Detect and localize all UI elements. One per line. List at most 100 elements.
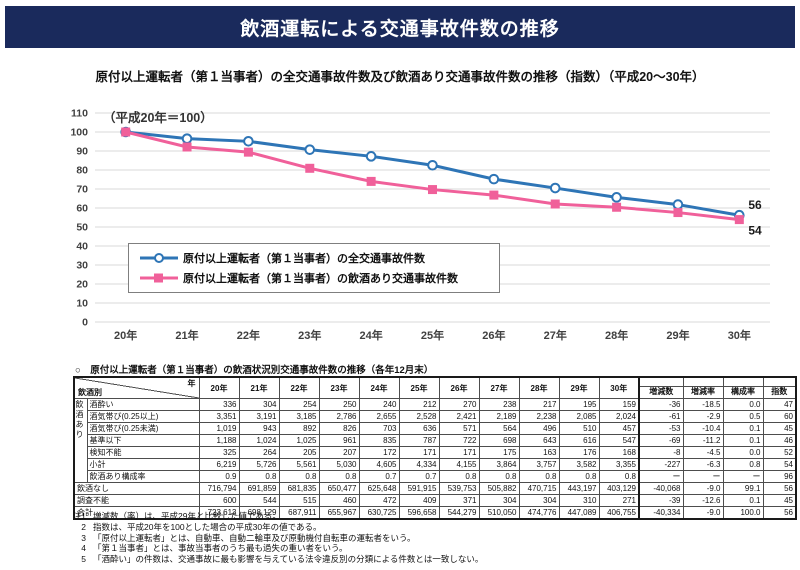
table-cell: -11.2 <box>682 434 724 447</box>
table-cell: 716,794 <box>198 482 240 495</box>
table-cell: 403,129 <box>598 482 640 495</box>
table-cell: 0.8 <box>478 470 520 483</box>
table-cell: 47 <box>762 398 797 411</box>
table-row-label: 飲酒あり構成率 <box>86 470 200 483</box>
table-cell: 1,025 <box>278 434 320 447</box>
table-cell: 722 <box>438 434 480 447</box>
table-cell: 0.7 <box>398 470 440 483</box>
data-point <box>366 176 376 186</box>
table-row-label: 酒気帯び(0.25以上) <box>86 410 200 423</box>
table-row-label: 合計 <box>73 506 200 520</box>
table-cell: 630,725 <box>358 506 400 520</box>
data-point <box>243 136 254 147</box>
table-cell: 0.9 <box>198 470 240 483</box>
table-cell: 171 <box>398 446 440 459</box>
table-cell: 4,155 <box>438 458 480 471</box>
note-item: 4 「第１当事者」とは、事故当事者のうち最も過失の重い者をいう。 <box>60 543 483 554</box>
table-cell: 3,355 <box>598 458 640 471</box>
footnotes: 注1 増減数（率）は、平成29年と比較した値である。 2 指数は、平成20年を100と… <box>60 511 484 565</box>
table-cell: 3,864 <box>478 458 520 471</box>
table-cell: 0.0 <box>722 446 764 459</box>
table-cell: 0.8 <box>558 470 600 483</box>
table-header-stat-label: 構成率 <box>724 386 762 398</box>
table-row-label: 検知不能 <box>86 446 200 459</box>
data-point <box>121 127 131 137</box>
table-cell: 45 <box>762 494 797 507</box>
table-cell: -2.9 <box>682 410 724 423</box>
table-cell: 168 <box>598 446 640 459</box>
table-cell: -9.0 <box>682 482 724 495</box>
table-title: ○ 原付以上運転者（第１当事者）の飲酒状況別交通事故件数の推移（各年12月末） <box>75 365 434 376</box>
data-point <box>428 185 437 195</box>
table-header-year: 27年 <box>478 376 520 399</box>
table-cell: 1,024 <box>238 434 280 447</box>
table-cell: 591,915 <box>398 482 440 495</box>
line-chart: 0 10 20 30 40 50 60 70 80 90 100 110 20年 21年 22年 23年 24年… <box>70 108 770 342</box>
y-tick-label: 70 <box>76 184 88 196</box>
table-cell: 0.8 <box>318 470 360 483</box>
table-cell: 0.8 <box>518 470 560 483</box>
table-cell: 2,189 <box>478 410 520 423</box>
table-cell: 564 <box>478 422 520 435</box>
x-tick-label: 20年 <box>114 328 137 342</box>
table-cell: 254 <box>278 398 320 411</box>
chart-legend: 原付以上運転者（第１当事者）の全交通事故件数 原付以上運転者（第１当事者）の飲酒… <box>128 243 500 293</box>
y-tick-label: 60 <box>76 203 88 215</box>
table-cell: 2,085 <box>558 410 600 423</box>
page-title: 飲酒運転による交通事故件数の推移 <box>240 18 560 40</box>
y-tick-label: 110 <box>71 108 88 120</box>
table-cell: 100.0 <box>722 506 764 520</box>
data-point <box>550 199 560 209</box>
table-row-label: 飲酒なし <box>73 482 200 495</box>
table-cell: 3,582 <box>558 458 600 471</box>
table-cell: 544 <box>238 494 280 507</box>
table-cell: 195 <box>558 398 600 411</box>
table-cell: 371 <box>438 494 480 507</box>
table-cell: 3,191 <box>238 410 280 423</box>
table-cell: 2,786 <box>318 410 360 423</box>
table-cell: 691,859 <box>238 482 280 495</box>
table-cell: 304 <box>518 494 560 507</box>
table-cell: 892 <box>278 422 320 435</box>
y-tick-label: 20 <box>76 279 88 291</box>
table-header-year: 28年 <box>518 376 560 399</box>
corner-label-category: 飲酒別 <box>78 388 102 397</box>
table-cell: 470,715 <box>518 482 560 495</box>
table-cell: -12.6 <box>682 494 724 507</box>
table-cell: -36 <box>638 398 684 411</box>
table-cell: 99.1 <box>722 482 764 495</box>
table-cell: 159 <box>598 398 640 411</box>
x-tick-label: 28年 <box>605 328 628 342</box>
note-item: 5 「酒酔い」の件数は、交通事故に最も影響を与えている法令違反別の分類による件数と… <box>60 554 483 565</box>
table-header-year: 30年 <box>598 376 640 399</box>
table-cell: 175 <box>478 446 520 459</box>
data-point <box>181 133 193 144</box>
x-tick-label: 27年 <box>544 328 567 342</box>
table-cell: 3,351 <box>198 410 240 423</box>
table-header-stat: 増減数 <box>638 376 684 399</box>
data-point <box>673 208 683 218</box>
table-header-stat: 構成率 <box>722 376 764 399</box>
data-point <box>305 163 315 173</box>
table-cell: 547 <box>598 434 640 447</box>
note-text: 増減数（率）は、平成29年と比較した値である。 <box>93 511 281 521</box>
table-cell: 5,726 <box>238 458 280 471</box>
table-cell: 616 <box>558 434 600 447</box>
data-point <box>549 182 561 194</box>
data-point <box>365 151 377 162</box>
table-cell: 496 <box>518 422 560 435</box>
table-cell: -4.5 <box>682 446 724 459</box>
table-cell: 596,658 <box>398 506 440 520</box>
table-cell: -53 <box>638 422 684 435</box>
table-cell: 636 <box>398 422 440 435</box>
x-tick-label: 30年 <box>728 328 751 342</box>
table-cell: 510 <box>558 422 600 435</box>
note-number: 2 <box>81 521 86 532</box>
x-tick-label: 25年 <box>421 328 444 342</box>
table-cell: 45 <box>762 422 797 435</box>
table-cell: 3,185 <box>278 410 320 423</box>
data-point <box>734 215 744 225</box>
table-cell: 176 <box>558 446 600 459</box>
table-cell: 943 <box>238 422 280 435</box>
y-tick-label: 10 <box>76 298 88 310</box>
